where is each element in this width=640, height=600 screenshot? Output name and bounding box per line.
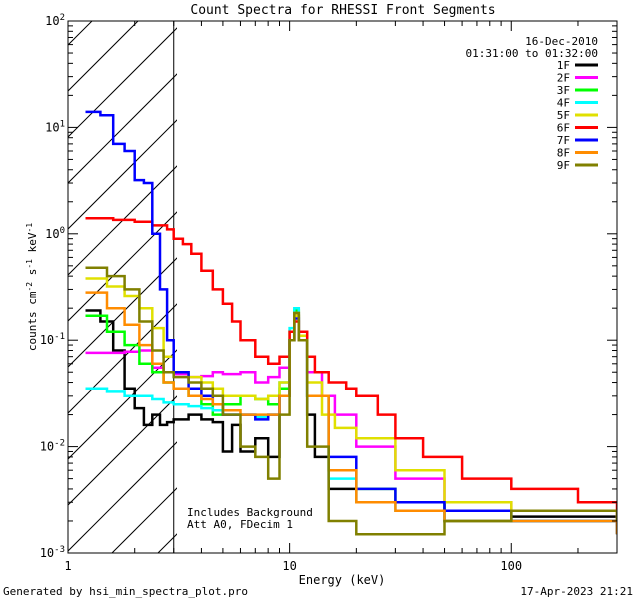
legend-label: 8F [557, 147, 570, 160]
hatch-line [0, 0, 114, 553]
legend-label: 4F [557, 97, 570, 110]
hatch-line [68, 119, 177, 230]
annotation-background: Includes Background [187, 506, 313, 519]
series-line-5f [85, 277, 617, 526]
y-axis-label: counts cm-2 s-1 keV-1 [25, 223, 39, 351]
chart-title: Count Spectra for RHESSI Front Segments [190, 3, 495, 18]
hatch-line [68, 395, 177, 506]
series-line-2f [85, 311, 617, 526]
hatch-line [68, 303, 177, 414]
y-tick-label: 10-2 [40, 439, 65, 454]
y-tick-label: 102 [45, 13, 65, 28]
hatch-line [68, 211, 177, 322]
legend-label: 5F [557, 109, 570, 122]
series-layer [85, 110, 617, 536]
hatch-line [68, 349, 177, 460]
x-tick-label: 1 [64, 559, 71, 573]
series-line-1f [85, 309, 617, 526]
y-tick-label: 100 [45, 226, 65, 241]
hatch-line [68, 165, 177, 276]
legend-label: 9F [557, 159, 570, 172]
date-label: 16-Dec-2010 [525, 35, 598, 48]
x-axis: 1 10 100 [64, 21, 618, 573]
annotation-attenuator: Att A0, FDecim 1 [187, 518, 293, 531]
series-line-4f [85, 306, 617, 526]
series-line-3f [85, 309, 617, 535]
series-line-9f [85, 266, 617, 536]
x-axis-label: Energy (keV) [299, 573, 386, 587]
series-line-8f [85, 291, 617, 535]
y-axis: 10-3 10-2 10-1 100 101 102 [40, 13, 617, 560]
plot-frame [67, 20, 618, 554]
series-line-6f [85, 217, 617, 511]
hatch-line [68, 21, 139, 92]
y-tick-label: 10-3 [40, 545, 65, 560]
legend-label: 3F [557, 84, 570, 97]
legend-label: 6F [557, 122, 570, 135]
hatch-line [68, 27, 177, 138]
excluded-energy-region [0, 0, 177, 553]
time-range-label: 01:31:00 to 01:32:00 [466, 47, 598, 60]
timestamp-label: 17-Apr-2023 21:21 [520, 585, 633, 598]
x-tick-label: 10 [282, 559, 296, 573]
y-tick-label: 101 [45, 119, 65, 134]
legend-label: 1F [557, 59, 570, 72]
hatch-line [68, 441, 177, 552]
y-tick-label: 10-1 [40, 332, 65, 347]
legend-label: 2F [557, 72, 570, 85]
x-tick-label: 100 [500, 559, 522, 573]
legend-label: 7F [557, 134, 570, 147]
hatch-line [68, 21, 93, 46]
generated-by-label: Generated by hsi_min_spectra_plot.pro [3, 585, 248, 598]
